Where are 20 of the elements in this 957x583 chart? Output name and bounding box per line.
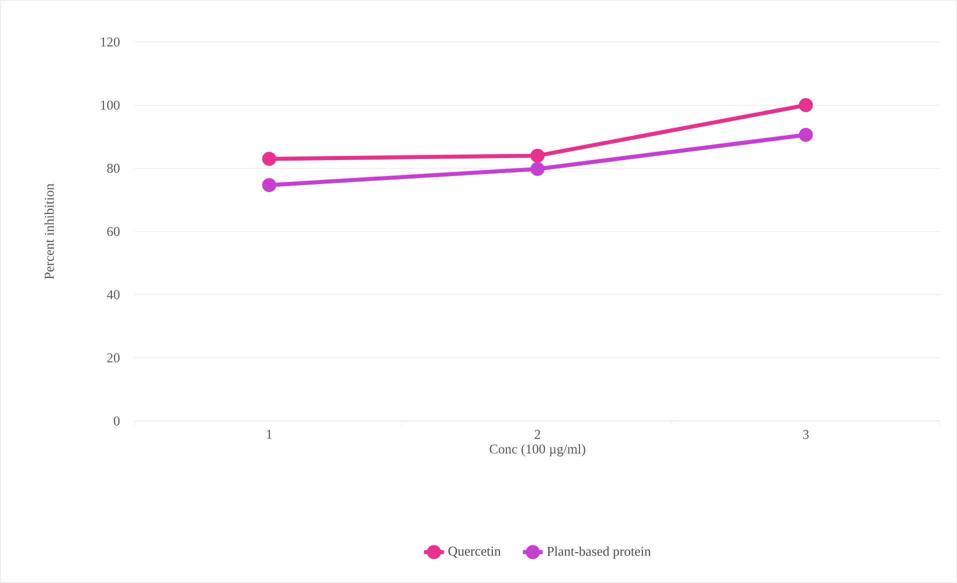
- y-tick-label: 100: [101, 100, 120, 110]
- y-tick-label: 0: [114, 416, 120, 426]
- y-tick-label: 60: [107, 226, 120, 236]
- point: [262, 152, 276, 166]
- x-tick-label: 2: [534, 430, 540, 439]
- point: [798, 128, 813, 142]
- point: [530, 148, 545, 163]
- y-axis-title: Percent inhibition: [44, 184, 54, 280]
- x-axis-title: Conc (100 µg/ml): [490, 444, 586, 456]
- x-tick-label: 1: [266, 430, 272, 439]
- y-tick-label: 20: [107, 353, 120, 362]
- point: [262, 178, 276, 192]
- y-tick-label: 40: [106, 290, 120, 300]
- point: [530, 162, 545, 176]
- x-tick-label: 3: [803, 430, 809, 439]
- y-tick-label: 120: [101, 37, 120, 47]
- y-tick-label: 80: [107, 164, 120, 173]
- legend-label: Quercetin: [448, 546, 501, 558]
- legend-label: Plant-based protein: [547, 546, 651, 559]
- point: [798, 98, 813, 112]
